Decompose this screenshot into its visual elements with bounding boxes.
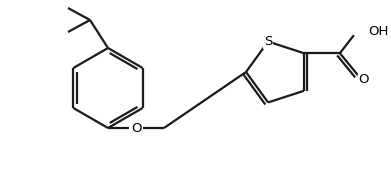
Text: OH: OH: [368, 25, 388, 38]
Text: O: O: [359, 73, 369, 86]
Text: O: O: [131, 121, 141, 134]
Text: S: S: [264, 35, 272, 48]
